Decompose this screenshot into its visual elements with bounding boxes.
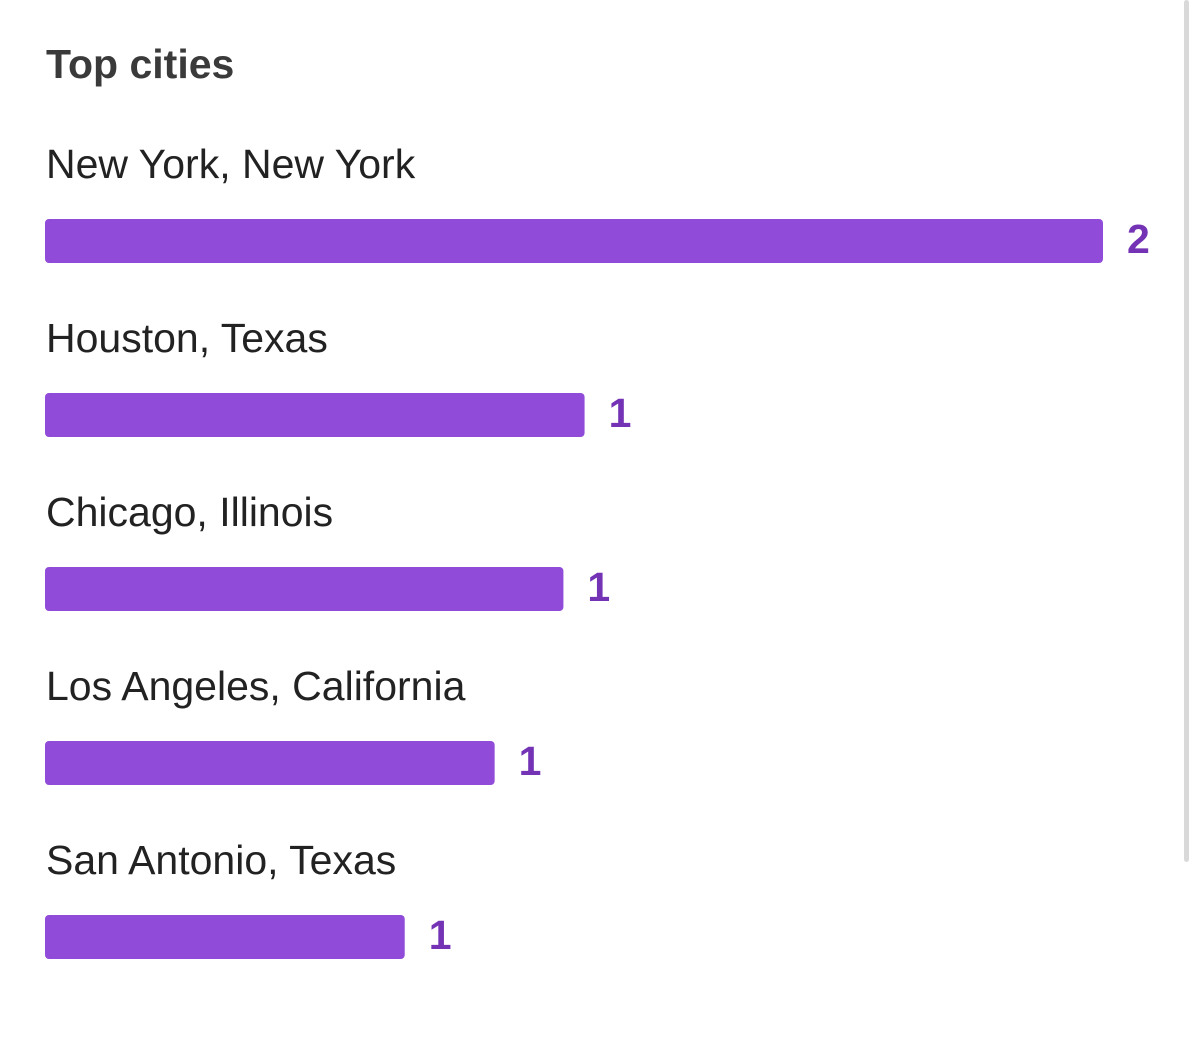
bar: [45, 915, 405, 959]
category-label: Los Angeles, California: [46, 663, 466, 709]
bar: [45, 219, 1103, 263]
category-label: Chicago, Illinois: [46, 489, 333, 535]
scrollbar: [1184, 0, 1189, 862]
chart-title: Top cities: [46, 41, 234, 87]
value-label: 1: [519, 738, 542, 784]
value-label: 2: [1127, 216, 1150, 262]
category-label: New York, New York: [46, 141, 416, 187]
category-label: San Antonio, Texas: [46, 837, 396, 883]
value-label: 1: [587, 564, 610, 610]
bar: [45, 393, 585, 437]
value-label: 1: [429, 912, 452, 958]
category-label: Houston, Texas: [46, 315, 328, 361]
bar: [45, 741, 495, 785]
bar: [45, 567, 564, 611]
value-label: 1: [609, 390, 632, 436]
